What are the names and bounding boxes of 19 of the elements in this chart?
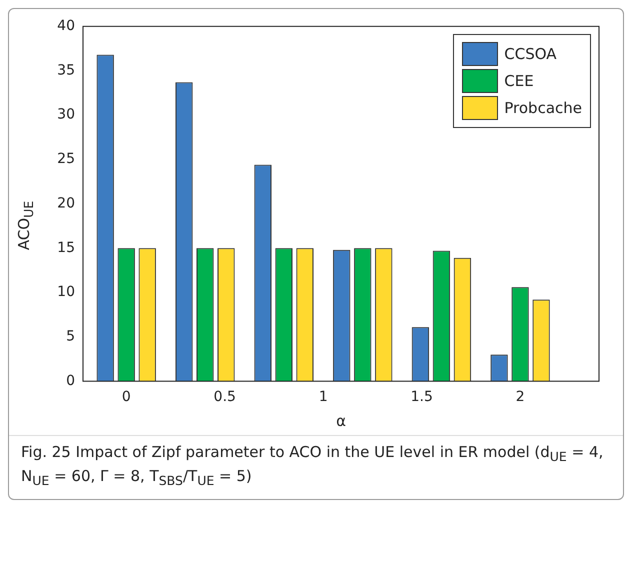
x-axis-title: α xyxy=(336,412,346,430)
y-tick-label: 5 xyxy=(66,328,75,344)
text: Fig. 25 Impact of Zipf parameter to ACO in the UE level in ER model (d$_{UE}$ = 4, N$_{UE}$ = 60, Γ = 8, T$_{SBS}$/T$_{UE}$ = 5) xyxy=(21,443,604,488)
y-tick-label: 25 xyxy=(57,151,75,168)
x-tick-label: 0 xyxy=(122,389,131,406)
x-tick-label: 1.5 xyxy=(410,389,433,406)
y-tick-label: 40 xyxy=(57,18,75,34)
y-tick-label: 10 xyxy=(57,284,75,300)
x-tick-label: 1 xyxy=(318,389,328,406)
y-tick-label: 15 xyxy=(57,240,75,256)
x-tick-label: 0.5 xyxy=(214,389,236,406)
y-tick-label: 20 xyxy=(57,195,75,212)
legend-label: CEE xyxy=(504,72,534,90)
legend-label: CCSOA xyxy=(504,45,557,64)
y-tick-label: 35 xyxy=(57,62,75,78)
y-tick-label: 0 xyxy=(66,372,75,389)
x-tick-label: 2 xyxy=(516,389,525,406)
legend-label: Probcache xyxy=(504,99,582,118)
y-tick-label: 30 xyxy=(57,106,75,123)
